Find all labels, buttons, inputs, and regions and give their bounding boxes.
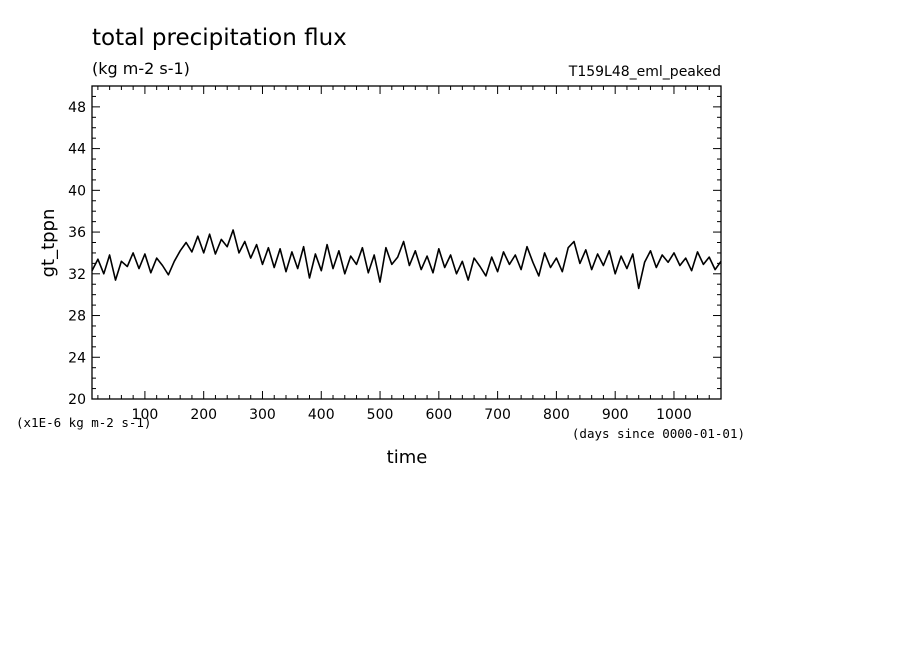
x-axis-ticks: [97, 86, 722, 399]
series-line: [91, 229, 722, 290]
y-axis-label: gt_tppn: [38, 209, 59, 278]
x-tick-label: 500: [367, 407, 394, 423]
y-tick-label: 20: [68, 392, 86, 408]
x-tick-label: 700: [484, 407, 511, 423]
y-axis-multiplier-label: (x1E-6 kg m-2 s-1): [16, 415, 151, 430]
x-tick-label: 600: [425, 407, 452, 423]
x-axis-tick-labels: 100 200 300 400 500 600 700 800 900 1000: [132, 407, 692, 423]
x-tick-label: 800: [543, 407, 570, 423]
y-tick-label: 40: [68, 183, 86, 199]
y-tick-label: 44: [68, 142, 86, 158]
y-tick-label: 32: [68, 267, 86, 283]
y-axis-ticks: [92, 95, 721, 390]
y-tick-label: 48: [68, 100, 86, 116]
y-axis-tick-labels: 20 24 28 32 36 40 44 48: [68, 100, 86, 408]
chart-subtitle: (kg m-2 s-1): [92, 59, 190, 78]
y-tick-label: 24: [68, 350, 86, 366]
run-label: T159L48_eml_peaked: [568, 64, 721, 80]
x-tick-label: 900: [602, 407, 629, 423]
x-axis-label: time: [387, 447, 428, 468]
plot-area: 100 200 300 400 500 600 700 800 900 1000 20 24 28 32…: [68, 85, 722, 423]
x-tick-label: 100: [132, 407, 159, 423]
x-axis-units: (days since 0000-01-01): [572, 426, 745, 441]
x-tick-label: 300: [249, 407, 276, 423]
y-tick-label: 28: [68, 309, 86, 325]
y-tick-label: 36: [68, 225, 86, 241]
chart-title: total precipitation flux: [92, 25, 347, 51]
x-tick-label: 400: [308, 407, 335, 423]
x-tick-label: 200: [190, 407, 217, 423]
x-tick-label: 1000: [656, 407, 692, 423]
